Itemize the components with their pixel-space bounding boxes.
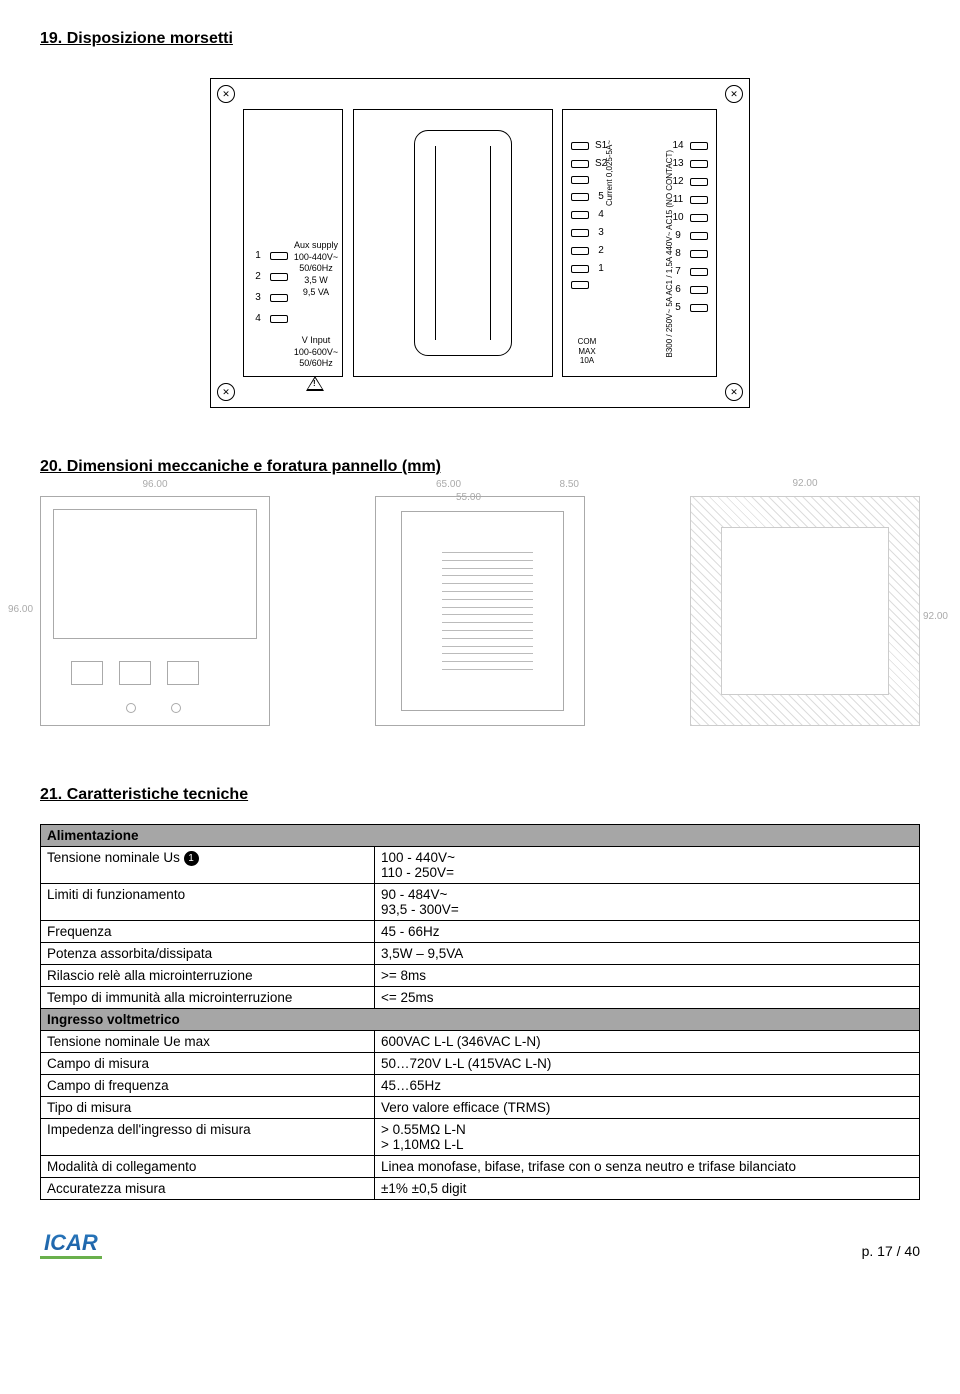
dim-96-left: 96.00	[8, 604, 33, 615]
screw-icon	[217, 383, 235, 401]
spec-table: Alimentazione Tensione nominale Us 1100 …	[40, 824, 920, 1200]
table-row: Frequenza45 - 66Hz	[41, 921, 920, 943]
heading-specs: 21. Caratteristiche tecniche	[40, 786, 920, 804]
dim-55: 55.00	[456, 492, 481, 503]
table-row: Limiti di funzionamento90 - 484V~ 93,5 -…	[41, 884, 920, 921]
screw-icon	[217, 85, 235, 103]
dim-92-top: 92.00	[792, 478, 817, 489]
note-1-icon: 1	[184, 851, 199, 866]
table-row: Modalità di collegamentoLinea monofase, …	[41, 1156, 920, 1178]
table-row: Tipo di misuraVero valore efficace (TRMS…	[41, 1097, 920, 1119]
table-row: Tempo di immunità alla microinterruzione…	[41, 987, 920, 1009]
current-label: Current 0,025-5A~	[605, 140, 614, 206]
dim-65: 65.00	[436, 479, 461, 490]
table-row: Campo di frequenza45…65Hz	[41, 1075, 920, 1097]
terminal-diagram: 1 2 3 4 Aux supply 100-440V~ 50/60Hz 3,5…	[200, 68, 760, 418]
warning-icon: !	[306, 376, 324, 391]
front-view: 96.00	[40, 496, 270, 726]
dim-92-right: 92.00	[923, 611, 948, 622]
dim-85: 8.50	[560, 479, 579, 490]
dim-96-top: 96.00	[142, 479, 167, 490]
heading-dimensions: 20. Dimensioni meccaniche e foratura pan…	[40, 458, 920, 476]
terminal-block-right: S1 S2 5 4 3 2 1 Current 0,025-5A~ B300 /…	[562, 109, 717, 377]
heading-terminals: 19. Disposizione morsetti	[40, 30, 920, 48]
v-input-label: V Input 100-600V~ 50/60Hz !	[292, 335, 340, 391]
table-row: Campo di misura50…720V L-L (415VAC L-N)	[41, 1053, 920, 1075]
side-view: 65.00 8.50 55.00	[375, 496, 585, 726]
screw-icon	[725, 383, 743, 401]
mechanical-drawings: 96.00 96.00 65.00 8.50 55.00 92.00	[40, 496, 920, 756]
terminal-block-left: 1 2 3 4 Aux supply 100-440V~ 50/60Hz 3,5…	[243, 109, 343, 377]
table-row: Tensione nominale Ue max600VAC L-L (346V…	[41, 1031, 920, 1053]
table-row: Impedenza dell'ingresso di misura> 0.55M…	[41, 1119, 920, 1156]
screw-icon	[725, 85, 743, 103]
page-number: p. 17 / 40	[862, 1243, 920, 1259]
logo: ICAR	[40, 1230, 102, 1259]
com-max-label: COM MAX 10A	[567, 337, 607, 366]
table-section-row: Ingresso voltmetrico	[41, 1009, 920, 1031]
aux-supply-label: Aux supply 100-440V~ 50/60Hz 3,5 W 9,5 V…	[292, 240, 340, 298]
terminal-block-mid	[353, 109, 553, 377]
table-row: Potenza assorbita/dissipata3,5W – 9,5VA	[41, 943, 920, 965]
table-row: Tensione nominale Us 1100 - 440V~ 110 - …	[41, 847, 920, 884]
table-row: Accuratezza misura±1% ±0,5 digit	[41, 1178, 920, 1200]
table-section-row: Alimentazione	[41, 825, 920, 847]
panel-cutout: 92.00	[690, 496, 920, 726]
table-row: Rilascio relè alla microinterruzione>= 8…	[41, 965, 920, 987]
